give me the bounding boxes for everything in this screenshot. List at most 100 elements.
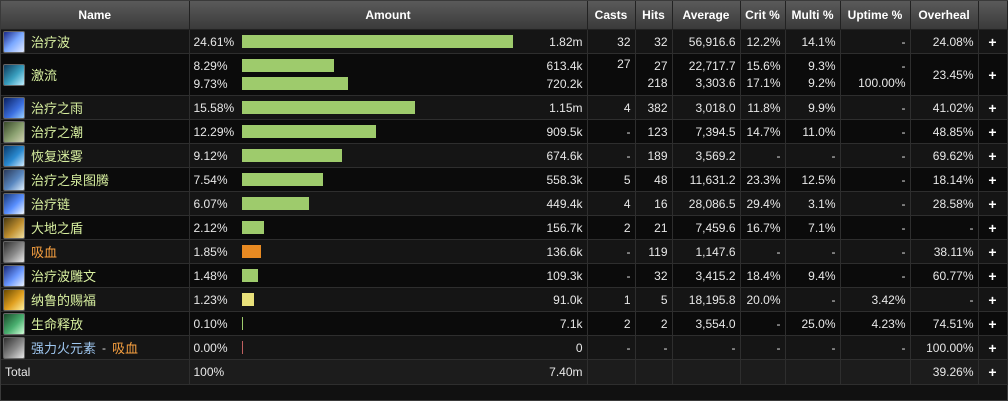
chain-heal-icon	[3, 192, 25, 215]
col-hits-header[interactable]: Hits	[635, 1, 673, 30]
table-row[interactable]: 治疗链 6.07% 449.4k 4 16 28,086.5 29.4% 3.1% -28.58…	[1, 191, 1008, 216]
spell-name[interactable]: 强力火元素	[31, 341, 97, 356]
overheal-cell: 18.14%	[910, 167, 979, 192]
expand-row-button[interactable]: +	[978, 263, 1008, 288]
col-multi-header[interactable]: Multi %	[785, 1, 841, 30]
table-row[interactable]: 恢复迷雾 9.12% 674.6k -189 3,569.2- - -69.62% +	[1, 143, 1008, 168]
spell-name[interactable]: 生命释放	[31, 317, 84, 332]
amount-bar-group: 6.07% 449.4k	[194, 194, 583, 214]
col-average-header[interactable]: Average	[672, 1, 741, 30]
uptime-cell: -	[840, 335, 911, 360]
uptime-cell: -	[840, 191, 911, 216]
expand-row-button[interactable]: +	[978, 311, 1008, 336]
spell-name[interactable]: 治疗波雕文	[31, 269, 97, 284]
expand-row-button[interactable]: +	[978, 143, 1008, 168]
spell-name[interactable]: 治疗波	[31, 35, 71, 50]
col-casts-header[interactable]: Casts	[587, 1, 636, 30]
amount-bar	[241, 34, 514, 48]
col-crit-header[interactable]: Crit %	[740, 1, 786, 30]
expand-row-button[interactable]: +	[978, 95, 1008, 120]
spell-name[interactable]: 大地之盾	[31, 221, 84, 236]
expand-row-button[interactable]: +	[978, 335, 1008, 360]
spell-name-cell[interactable]: 治疗之雨	[1, 95, 190, 120]
col-uptime-header[interactable]: Uptime %	[840, 1, 911, 30]
table-row[interactable]: 治疗之泉图腾 7.54% 558.3k 5 48 11,631.2 23.3% 12.5% -1…	[1, 167, 1008, 192]
table-row[interactable]: 治疗波 24.61% 1.82m 32 32 56,916.6 12.2% 14.1% -24.…	[1, 29, 1008, 54]
average-cell: 1,147.6	[672, 239, 741, 264]
spell-name[interactable]: 吸血	[31, 245, 58, 260]
bar-track	[241, 76, 522, 91]
amount-value: 720.2k	[546, 76, 583, 91]
col-expand-header	[978, 1, 1008, 30]
spell-name-cell[interactable]: 纳鲁的赐福	[1, 287, 190, 312]
spell-name-cell[interactable]: 治疗之泉图腾	[1, 167, 190, 192]
casts-cell: 4	[587, 191, 636, 216]
expand-row-button[interactable]: +	[978, 191, 1008, 216]
expand-row-button[interactable]: +	[978, 215, 1008, 240]
table-row[interactable]: 吸血 1.85% 136.6k -119 1,147.6- - -38.11% +	[1, 239, 1008, 264]
percent-value: 12.29%	[193, 124, 235, 139]
spell-name-cell[interactable]: 生命释放	[1, 311, 190, 336]
amount-bar	[241, 172, 323, 186]
uptime-cell: -	[840, 95, 911, 120]
spell-name-cell[interactable]: 激流	[1, 53, 190, 96]
header-row: Name Amount Casts Hits Average Crit % Mu…	[1, 1, 1008, 30]
expand-row-button[interactable]: +	[978, 287, 1008, 312]
table-row[interactable]: 强力火元素 - 吸血 0.00% 0- - - - - -100.00% +	[1, 335, 1008, 360]
expand-row-button[interactable]: +	[978, 167, 1008, 192]
multi-cell: 14.1%	[785, 29, 841, 54]
spell-name-cell[interactable]: 治疗链	[1, 191, 190, 216]
table-row[interactable]: 大地之盾 2.12% 156.7k 2 21 7,459.6 16.7% 7.1% - - +	[1, 215, 1008, 240]
expand-row-button[interactable]: +	[978, 119, 1008, 144]
expand-row-button[interactable]: +	[978, 239, 1008, 264]
casts-cell: 4	[587, 95, 636, 120]
spell-name[interactable]: 治疗链	[31, 197, 71, 212]
table-row[interactable]: 治疗之潮 12.29% 909.5k -123 7,394.5 14.7% 11.0% -48…	[1, 119, 1008, 144]
col-overheal-header[interactable]: Overheal	[910, 1, 979, 30]
spell-name-cell[interactable]: 治疗之潮	[1, 119, 190, 144]
percent-value: 6.07%	[193, 196, 228, 211]
table-row[interactable]: 治疗波雕文 1.48% 109.3k -32 3,415.2 18.4% 9.4% -60.7…	[1, 263, 1008, 288]
casts-cell: -	[587, 335, 636, 360]
table-row[interactable]: 治疗之雨 15.58% 1.15m 4 382 3,018.0 11.8% 9.9% -41.0…	[1, 95, 1008, 120]
spell-name-cell[interactable]: 强力火元素 - 吸血	[1, 335, 190, 360]
spell-name-suffix[interactable]: 吸血	[112, 341, 139, 356]
multi-cell: -	[785, 143, 841, 168]
uptime-cell: -	[840, 239, 911, 264]
spell-name-cell[interactable]: 治疗波	[1, 29, 190, 54]
col-name-header[interactable]: Name	[1, 1, 190, 30]
spell-name-cell[interactable]: 大地之盾	[1, 215, 190, 240]
amount-value: 0	[575, 340, 583, 355]
overheal-cell: 100.00%	[910, 335, 979, 360]
hits-cell: 32	[635, 29, 673, 54]
table-row[interactable]: 纳鲁的赐福 1.23% 91.0k 1 5 18,195.8 20.0% -3.42% - +	[1, 287, 1008, 312]
spell-name[interactable]: 恢复迷雾	[31, 149, 84, 164]
overheal-cell: 41.02%	[910, 95, 979, 120]
amount-bar	[241, 124, 376, 138]
col-amount-header[interactable]: Amount	[189, 1, 588, 30]
spell-name[interactable]: 治疗之泉图腾	[31, 173, 110, 188]
amount-cell: 8.29% 613.4k 9.73% 720.2k	[189, 53, 588, 96]
expand-row-button[interactable]: +	[978, 53, 1008, 96]
spell-name[interactable]: 治疗之潮	[31, 125, 84, 140]
spell-name-cell[interactable]: 吸血	[1, 239, 190, 264]
table-row[interactable]: 激流 8.29% 613.4k 9.73% 720.2k 27 27 218 22,717.7 3…	[1, 53, 1008, 96]
crit-cell: 18.4%	[740, 263, 786, 288]
expand-row-button[interactable]: +	[978, 29, 1008, 54]
spell-name[interactable]: 治疗之雨	[31, 101, 84, 116]
amount-value: 1.82m	[549, 34, 583, 49]
expand-total-button[interactable]: +	[978, 359, 1008, 385]
healing-wave-glyph-icon	[3, 264, 25, 287]
bar-track	[241, 316, 522, 331]
spell-name[interactable]: 纳鲁的赐福	[31, 293, 97, 308]
spell-name-cell[interactable]: 恢复迷雾	[1, 143, 190, 168]
hits-cell: -	[635, 335, 673, 360]
amount-value: 558.3k	[546, 172, 583, 187]
spell-name[interactable]: 激流	[31, 68, 58, 83]
overheal-cell: -	[910, 215, 979, 240]
table-row[interactable]: 生命释放 0.10% 7.1k 2 2 3,554.0-25.0% 4.23% 74.51% +	[1, 311, 1008, 336]
name-separator: -	[102, 340, 107, 355]
amount-bar-group: 9.73% 720.2k	[194, 75, 583, 93]
spell-name-cell[interactable]: 治疗波雕文	[1, 263, 190, 288]
overheal-cell: -	[910, 287, 979, 312]
